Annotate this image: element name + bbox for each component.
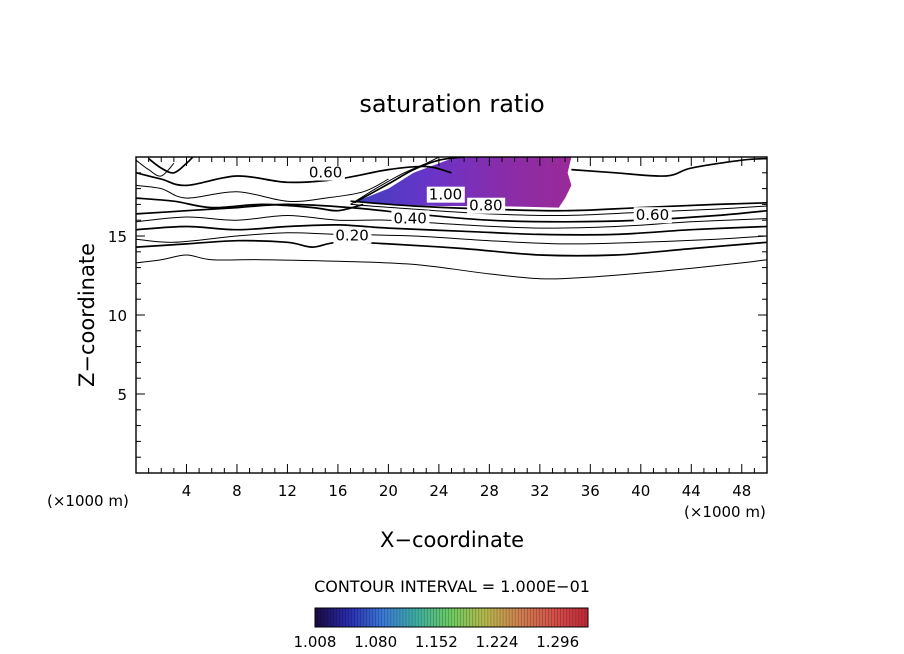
x-unit-left: (×1000 m)	[47, 492, 129, 510]
shaded-region-layer	[356, 157, 572, 208]
contour-label-bg	[467, 197, 506, 214]
contour-line	[350, 157, 440, 205]
x-tick-label: 24	[429, 482, 448, 500]
x-tick-label: 32	[530, 482, 549, 500]
x-tick-label: 28	[480, 482, 499, 500]
y-tick-label: 5	[117, 386, 127, 404]
x-tick-label: 48	[732, 482, 751, 500]
contour-line	[136, 232, 767, 245]
x-tick-label: 20	[379, 482, 398, 500]
contour-label: 0.80	[469, 197, 502, 215]
x-tick-label: 44	[682, 482, 701, 500]
contour-interval-text: CONTOUR INTERVAL = 1.000E−01	[314, 577, 590, 596]
y-axis-label: Z−coordinate	[75, 243, 99, 387]
y-tick-label: 15	[108, 228, 127, 246]
colorbar-tick-label: 1.152	[415, 633, 458, 651]
colorbar-tick-label: 1.008	[294, 633, 337, 651]
x-tick-label: 36	[581, 482, 600, 500]
y-tick-label: 10	[108, 307, 127, 325]
plot-area: 0.601.000.800.40 0.600.20 4 8 12 16 20 24 28 32 3…	[108, 156, 768, 500]
contour-line	[136, 159, 175, 177]
colorbar-tick-label: 1.224	[476, 633, 519, 651]
contour-label-bg	[391, 210, 430, 227]
contour-line	[353, 157, 465, 204]
contour-label-bg	[306, 164, 345, 181]
contour-label: 0.60	[636, 206, 669, 224]
contour-label: 0.20	[335, 227, 368, 245]
contour-label-bg	[426, 186, 465, 203]
contour-line	[136, 197, 364, 212]
colorbar-tick-label: 1.296	[536, 633, 579, 651]
contour-label: 0.40	[393, 209, 426, 227]
colorbar-bar	[314, 607, 589, 628]
contour-line	[136, 254, 767, 280]
x-axis-label: X−coordinate	[380, 528, 524, 552]
x-tick-label: 12	[278, 482, 297, 500]
contour-line	[350, 200, 767, 212]
colorbar-stripes	[317, 608, 586, 627]
colorbar: 1.008 1.080 1.152 1.224 1.296	[294, 607, 589, 651]
contour-lines-layer	[136, 157, 767, 280]
x-unit-right: (×1000 m)	[684, 503, 766, 521]
x-tick-label: 4	[182, 482, 192, 500]
contour-label-bg	[633, 207, 672, 224]
contour-label-bg	[333, 227, 372, 244]
contour-line	[148, 157, 194, 174]
contour-line	[350, 203, 767, 217]
contour-line	[136, 165, 452, 187]
colorbar-tick-label: 1.080	[354, 633, 397, 651]
contour-labels-layer: 0.60 1.00 0.80 0.40 0.60 0.20	[306, 164, 672, 245]
contour-line	[136, 178, 389, 202]
contour-label: 1.00	[429, 186, 462, 204]
contour-line	[136, 239, 767, 257]
colorbar-tick-labels: 1.008 1.080 1.152 1.224 1.296	[294, 633, 580, 651]
chart-title: saturation ratio	[359, 90, 544, 118]
x-tick-label: 40	[631, 482, 650, 500]
contour-label: 0.60	[309, 164, 342, 182]
x-tick-label: 16	[328, 482, 347, 500]
contour-line	[136, 224, 767, 236]
shaded-region	[356, 157, 572, 208]
contour-line	[571, 157, 767, 177]
x-tick-label: 8	[232, 482, 242, 500]
